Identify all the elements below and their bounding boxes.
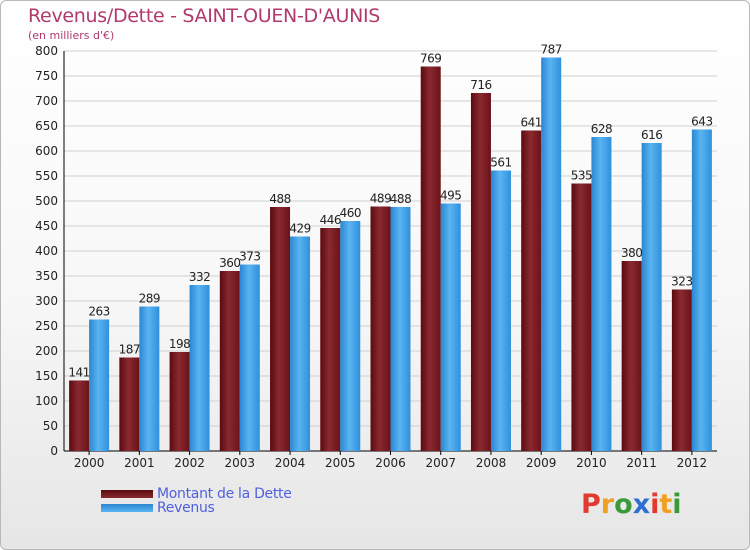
- bar-dette: [119, 357, 140, 451]
- chart-title: Revenus/Dette - SAINT-OUEN-D'AUNIS: [28, 5, 381, 27]
- x-tick-label: 2001: [124, 456, 155, 470]
- x-tick-label: 2002: [174, 456, 205, 470]
- y-tick-label: 50: [43, 419, 58, 433]
- logo-letter: P: [581, 489, 601, 520]
- y-tick-label: 250: [35, 319, 58, 333]
- bar-dette: [320, 228, 341, 451]
- bar-revenus: [591, 137, 612, 451]
- bar-revenus: [691, 129, 712, 451]
- y-tick-label: 550: [35, 169, 58, 183]
- data-label: 198: [169, 337, 190, 351]
- bar-revenus: [189, 285, 210, 451]
- chart-subtitle: (en milliers d'€): [28, 29, 115, 42]
- logo-letter: r: [600, 489, 615, 520]
- logo-letter: i: [650, 489, 660, 520]
- x-tick-label: 2004: [275, 456, 306, 470]
- legend-label-debt: Montant de la Dette: [157, 486, 292, 502]
- data-label: 643: [691, 115, 712, 129]
- bar-revenus: [139, 306, 160, 451]
- data-label: 489: [370, 192, 391, 206]
- bar-dette: [621, 261, 642, 451]
- x-tick-label: 2000: [74, 456, 105, 470]
- data-label: 769: [420, 52, 441, 66]
- y-tick-label: 450: [35, 219, 58, 233]
- data-label: 535: [571, 169, 592, 183]
- bar-revenus: [541, 57, 562, 451]
- y-tick-label: 700: [35, 94, 58, 108]
- bar-revenus: [239, 264, 260, 451]
- data-label: 360: [219, 256, 240, 270]
- bar-dette: [169, 352, 190, 451]
- data-label: 488: [269, 192, 290, 206]
- x-tick-label: 2005: [325, 456, 356, 470]
- data-label: 323: [671, 275, 692, 289]
- bar-revenus: [641, 143, 662, 451]
- bar-dette: [69, 380, 90, 451]
- data-label: 628: [591, 122, 612, 136]
- x-tick-label: 2007: [425, 456, 456, 470]
- y-tick-label: 300: [35, 294, 58, 308]
- bar-dette: [420, 66, 441, 451]
- bar-dette: [470, 93, 491, 451]
- y-tick-label: 200: [35, 344, 58, 358]
- y-tick-label: 500: [35, 194, 58, 208]
- bar-revenus: [440, 203, 461, 451]
- x-tick-label: 2012: [677, 456, 708, 470]
- data-label: 373: [239, 250, 260, 264]
- bar-revenus: [490, 170, 511, 451]
- bar-dette: [671, 289, 692, 451]
- data-label: 488: [390, 192, 411, 206]
- x-tick-label: 2008: [476, 456, 507, 470]
- logo-letter: t: [659, 489, 673, 520]
- data-label: 141: [68, 366, 89, 380]
- data-label: 641: [520, 116, 541, 130]
- y-tick-label: 0: [50, 444, 58, 458]
- proxiti-logo: Proxiti: [581, 489, 682, 520]
- bar-revenus: [290, 236, 311, 451]
- y-tick-label: 600: [35, 144, 58, 158]
- data-label: 332: [189, 270, 210, 284]
- x-tick-label: 2003: [225, 456, 256, 470]
- bar-dette: [270, 207, 291, 451]
- data-label: 263: [88, 305, 109, 319]
- data-label: 380: [621, 246, 642, 260]
- logo-letter: i: [672, 489, 682, 520]
- legend-label-revenus: Revenus: [157, 500, 215, 516]
- data-label: 616: [641, 128, 662, 142]
- data-label: 429: [289, 222, 310, 236]
- data-label: 787: [540, 43, 561, 57]
- logo-letter: x: [632, 489, 651, 520]
- x-tick-label: 2009: [526, 456, 557, 470]
- bar-dette: [521, 130, 542, 451]
- y-tick-label: 350: [35, 269, 58, 283]
- x-tick-label: 2010: [576, 456, 607, 470]
- bar-dette: [571, 183, 592, 451]
- bar-revenus: [89, 319, 110, 451]
- data-label: 289: [139, 292, 160, 306]
- data-label: 460: [340, 206, 361, 220]
- bar-revenus: [340, 221, 361, 451]
- y-tick-label: 800: [35, 44, 58, 58]
- y-tick-label: 750: [35, 69, 58, 83]
- x-tick-label: 2011: [626, 456, 657, 470]
- bar-revenus: [390, 207, 411, 451]
- logo-letter: o: [614, 489, 633, 520]
- y-tick-label: 100: [35, 394, 58, 408]
- data-label: 446: [320, 213, 341, 227]
- data-label: 187: [119, 343, 140, 357]
- bar-dette: [370, 206, 391, 451]
- y-tick-label: 650: [35, 119, 58, 133]
- data-label: 495: [440, 189, 461, 203]
- x-tick-label: 2006: [375, 456, 406, 470]
- legend-swatch-revenus: [101, 504, 153, 512]
- legend-swatch-debt: [101, 490, 153, 498]
- bar-dette: [219, 271, 240, 451]
- data-label: 716: [470, 78, 491, 92]
- y-tick-label: 150: [35, 369, 58, 383]
- y-tick-label: 400: [35, 244, 58, 258]
- data-label: 561: [490, 156, 511, 170]
